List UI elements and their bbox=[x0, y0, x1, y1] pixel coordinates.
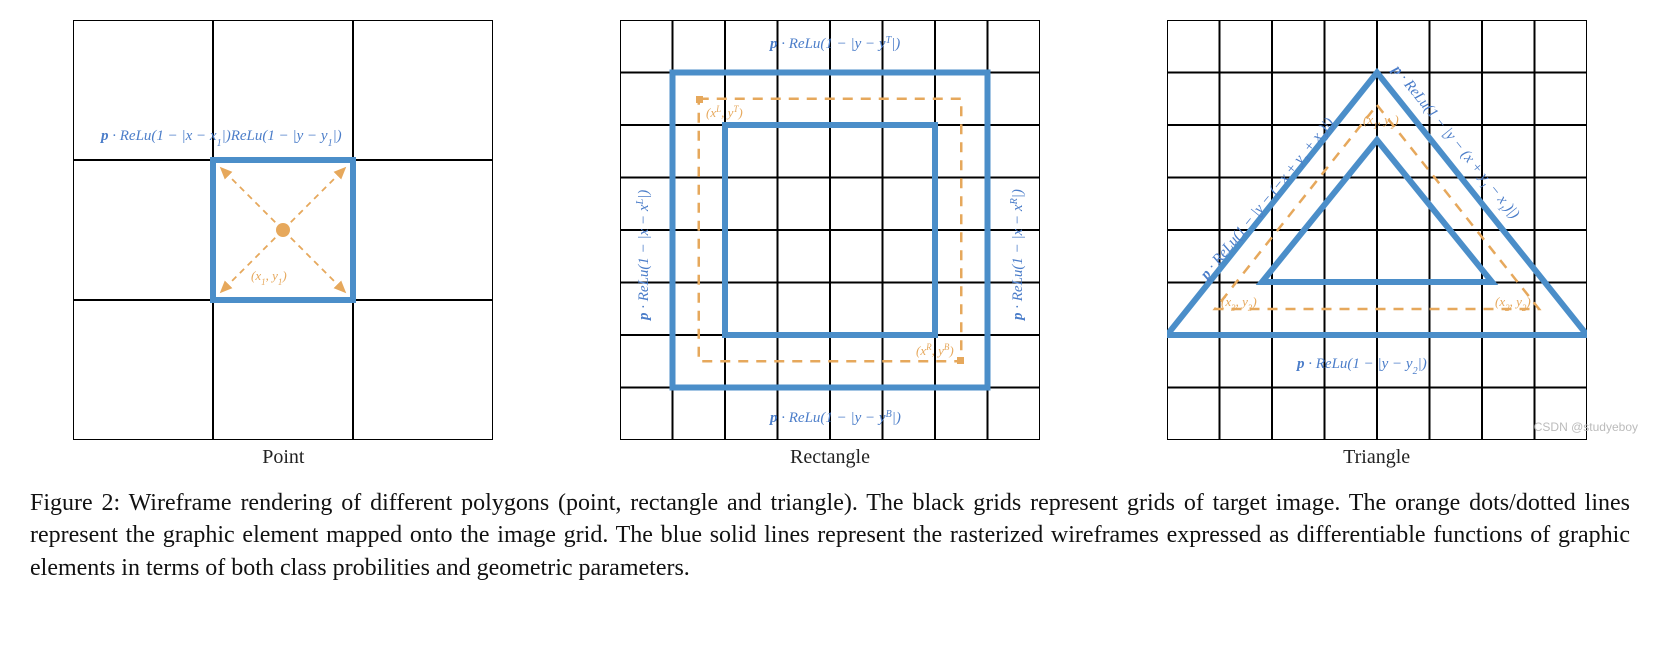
tri-coord-right: (x2, y2) bbox=[1495, 294, 1531, 313]
figure-caption: Figure 2: Wireframe rendering of differe… bbox=[30, 487, 1630, 584]
tri-formula-right: p · ReLu(1 − |y − (x + y1 − x1)|) bbox=[1385, 61, 1522, 224]
figure-row: p · ReLu(1 − |x − x1|)ReLu(1 − |y − y1|)… bbox=[20, 20, 1640, 469]
rect-formula-right: p · ReLu(1 − |x − xR|) bbox=[1008, 189, 1026, 322]
tri-coord-top: (x1, y1) bbox=[1363, 112, 1399, 131]
point-panel: p · ReLu(1 − |x − x1|)ReLu(1 − |y − y1|)… bbox=[73, 20, 493, 469]
triangle-panel: (x1, y1) (x2, y2) (x3, y3) p · ReLu(1 − … bbox=[1167, 20, 1587, 469]
center-point bbox=[276, 223, 290, 237]
point-svg: p · ReLu(1 − |x − x1|)ReLu(1 − |y − y1|)… bbox=[73, 20, 493, 440]
rectangle-label: Rectangle bbox=[790, 446, 870, 469]
rectangle-panel: (xL, yT) (xR, yB) p · ReLu(1 − |y − yT|)… bbox=[620, 20, 1040, 469]
rect-formula-top: p · ReLu(1 − |y − yT|) bbox=[768, 35, 900, 53]
point-formula: p · ReLu(1 − |x − x1|)ReLu(1 − |y − y1|) bbox=[99, 128, 342, 149]
rect-coord-tl: (xL, yT) bbox=[706, 104, 743, 120]
point-coord: (x1, y1) bbox=[251, 268, 287, 287]
triangle-label: Triangle bbox=[1343, 446, 1410, 469]
triangle-svg: (x1, y1) (x2, y2) (x3, y3) p · ReLu(1 − … bbox=[1167, 20, 1587, 440]
point-label: Point bbox=[262, 446, 304, 469]
rect-formula-bottom: p · ReLu(1 − |y − yB|) bbox=[768, 409, 901, 427]
watermark: CSDN @studyeboy bbox=[1534, 420, 1638, 434]
rect-formula-left: p · ReLu(1 − |x − xL|) bbox=[634, 190, 652, 322]
rect-coord-br: (xR, yB) bbox=[916, 342, 954, 358]
tri-formula-left: p · ReLu(1 − |y − (−x + y3 + x3)|) bbox=[1196, 115, 1339, 286]
tri-formula-bottom: p · ReLu(1 − |y − y2|) bbox=[1295, 356, 1427, 377]
rectangle-svg: (xL, yT) (xR, yB) p · ReLu(1 − |y − yT|)… bbox=[620, 20, 1040, 440]
